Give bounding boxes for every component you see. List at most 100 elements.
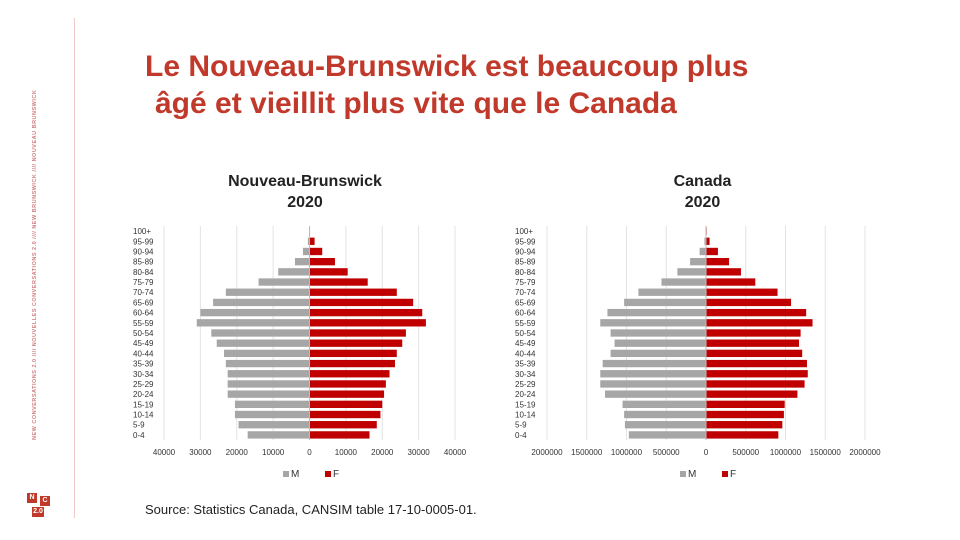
legend-swatch-f <box>325 471 331 477</box>
age-group-label: 45-49 <box>515 339 536 348</box>
bar-male <box>600 370 706 378</box>
chart-title-nb-main: Nouveau-Brunswick <box>228 173 382 190</box>
bar-male <box>258 278 310 286</box>
x-tick-label: 30000 <box>189 448 212 457</box>
bar-male <box>227 390 310 398</box>
bar-female <box>706 329 801 337</box>
chart-title-nb-year: 2020 <box>287 194 323 211</box>
legend-label-m: M <box>688 469 696 480</box>
x-tick-label: 40000 <box>444 448 467 457</box>
bar-female <box>706 410 784 419</box>
bar-female <box>309 257 335 266</box>
age-group-label: 0-4 <box>515 431 527 440</box>
x-tick-label: 2000000 <box>531 448 563 457</box>
age-group-label: 0-4 <box>133 431 145 440</box>
bar-female <box>309 298 414 307</box>
bar-male <box>677 268 706 276</box>
bar-female <box>309 329 406 337</box>
age-group-label: 90-94 <box>133 247 154 256</box>
bar-female <box>706 278 756 286</box>
page-title-line2: âgé et vieillit plus vite que le Canada <box>155 87 677 120</box>
bar-female <box>706 421 783 429</box>
legend-label-f: F <box>730 469 736 480</box>
x-tick-label: 10000 <box>262 448 285 457</box>
bar-male <box>614 339 706 347</box>
age-group-label: 5-9 <box>515 421 527 430</box>
bar-female <box>706 319 813 327</box>
bar-female <box>706 298 792 307</box>
bar-female <box>309 288 397 296</box>
bar-female <box>309 421 377 429</box>
bar-female <box>309 390 385 398</box>
age-group-label: 40-44 <box>133 349 154 358</box>
bar-male <box>610 349 706 358</box>
bar-male <box>704 237 706 245</box>
bar-male <box>605 390 706 398</box>
age-group-label: 95-99 <box>515 237 536 246</box>
bar-female <box>706 308 807 317</box>
bar-male <box>227 380 310 388</box>
bar-female <box>309 431 370 439</box>
bar-female <box>706 288 778 296</box>
bar-female <box>309 237 315 245</box>
age-group-label: 60-64 <box>133 309 154 318</box>
bar-male <box>690 257 706 266</box>
chart-title-canada: Canada 2020 <box>600 171 805 213</box>
x-tick-label: 10000 <box>335 448 358 457</box>
bar-male <box>234 410 310 419</box>
page-title-line1: Le Nouveau-Brunswick est beaucoup plus <box>145 50 749 83</box>
x-tick-label: 1000000 <box>770 448 802 457</box>
age-group-label: 20-24 <box>133 390 154 399</box>
bar-female <box>706 431 779 439</box>
chart-title-canada-year: 2020 <box>684 194 721 211</box>
bar-male <box>699 247 706 256</box>
bar-male <box>227 370 310 378</box>
bar-female <box>309 339 403 347</box>
bar-male <box>224 349 310 358</box>
bar-female <box>706 247 718 256</box>
age-group-label: 5-9 <box>133 421 145 430</box>
bar-female <box>309 349 397 358</box>
age-group-label: 25-29 <box>515 380 536 389</box>
legend-label-m: M <box>291 469 299 480</box>
x-tick-label: 0 <box>704 448 709 457</box>
bar-male <box>234 400 310 409</box>
age-group-label: 70-74 <box>133 288 154 297</box>
bar-male <box>638 288 706 296</box>
bar-female <box>706 339 800 347</box>
bar-male <box>602 359 706 368</box>
bar-female <box>309 319 426 327</box>
bar-male <box>216 339 310 347</box>
chart-title-nb: Nouveau-Brunswick 2020 <box>200 171 410 213</box>
x-tick-label: 1000000 <box>611 448 643 457</box>
age-group-label: 25-29 <box>133 380 154 389</box>
source-note: Source: Statistics Canada, CANSIM table … <box>145 502 477 517</box>
bar-female <box>706 237 710 245</box>
bar-female <box>309 268 348 276</box>
x-tick-label: 0 <box>307 448 312 457</box>
age-group-label: 100+ <box>515 227 533 236</box>
age-group-label: 10-14 <box>515 411 536 420</box>
age-group-label: 15-19 <box>515 400 536 409</box>
bar-female <box>706 390 798 398</box>
bar-male <box>307 237 310 245</box>
age-group-label: 80-84 <box>133 268 154 277</box>
bar-female <box>706 268 741 276</box>
bar-male <box>624 298 706 307</box>
bar-male <box>225 359 310 368</box>
legend-label-f: F <box>333 469 339 480</box>
bar-male <box>225 288 310 296</box>
age-group-label: 85-89 <box>515 258 536 267</box>
bar-female <box>706 370 808 378</box>
bar-male <box>600 319 706 327</box>
bar-male <box>294 257 310 266</box>
age-group-label: 35-39 <box>515 360 536 369</box>
x-tick-label: 30000 <box>408 448 431 457</box>
sidebar-band: NEW CONVERSATIONS 2.0 //// NOUVELLES CON… <box>0 0 75 540</box>
age-group-label: 15-19 <box>133 400 154 409</box>
bar-female <box>309 370 390 378</box>
bar-female <box>706 349 803 358</box>
age-group-label: 40-44 <box>515 349 536 358</box>
